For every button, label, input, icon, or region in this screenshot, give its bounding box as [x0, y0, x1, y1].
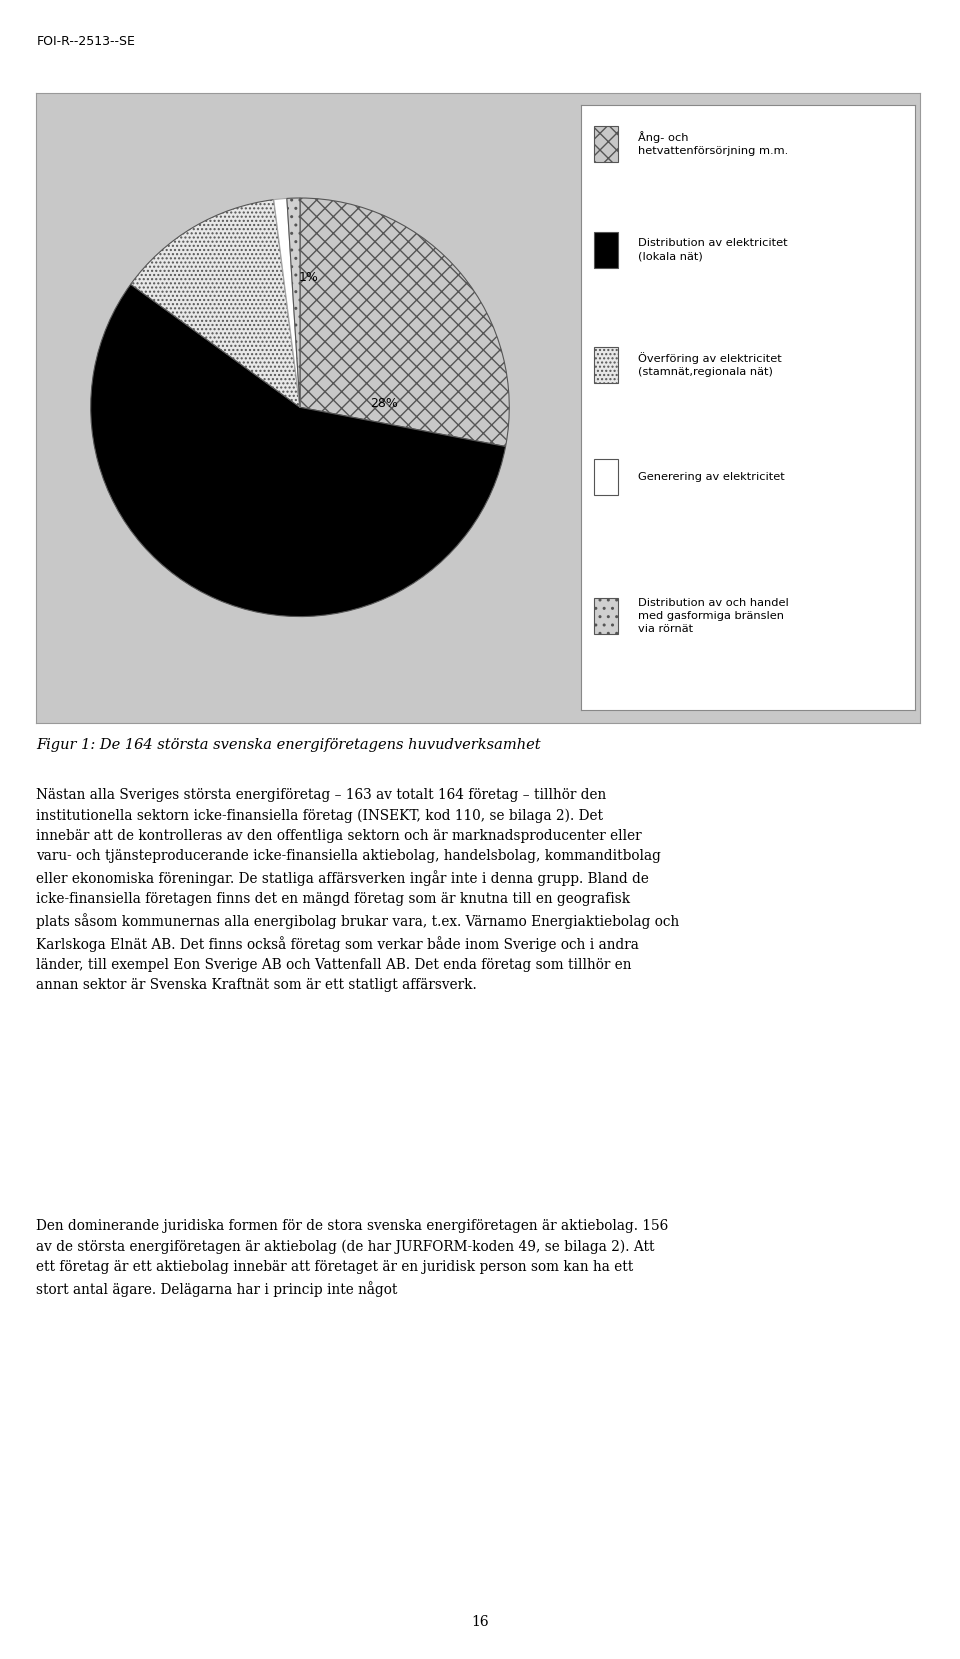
Text: Nästan alla Sveriges största energiföretag – 163 av totalt 164 företag – tillhör: Nästan alla Sveriges största energiföret… — [36, 788, 680, 992]
Wedge shape — [91, 284, 506, 617]
Text: 57%: 57% — [269, 494, 298, 508]
FancyBboxPatch shape — [594, 347, 618, 383]
Text: Överföring av elektricitet
(stamnät,regionala nät): Överföring av elektricitet (stamnät,regi… — [637, 353, 781, 377]
Text: Figur 1: De 164 största svenska energiföretagens huvudverksamhet: Figur 1: De 164 största svenska energifö… — [36, 738, 541, 752]
Wedge shape — [287, 197, 300, 408]
Text: Ång- och
hetvattenförsörjning m.m.: Ång- och hetvattenförsörjning m.m. — [637, 131, 788, 156]
Text: 13%: 13% — [181, 365, 209, 378]
Text: FOI-R--2513--SE: FOI-R--2513--SE — [36, 35, 135, 48]
Wedge shape — [131, 199, 300, 408]
Text: 28%: 28% — [370, 397, 397, 410]
Text: Distribution av och handel
med gasformiga bränslen
via rörnät: Distribution av och handel med gasformig… — [637, 599, 788, 634]
FancyBboxPatch shape — [594, 460, 618, 494]
Wedge shape — [274, 199, 300, 408]
Text: 16: 16 — [471, 1616, 489, 1629]
FancyBboxPatch shape — [594, 597, 618, 634]
Text: Den dominerande juridiska formen för de stora svenska energiföretagen är aktiebo: Den dominerande juridiska formen för de … — [36, 1219, 669, 1297]
FancyBboxPatch shape — [594, 232, 618, 269]
FancyBboxPatch shape — [594, 126, 618, 163]
Text: 1%: 1% — [148, 390, 168, 403]
Text: 1%: 1% — [299, 270, 319, 284]
Wedge shape — [300, 197, 509, 446]
Text: Distribution av elektricitet
(lokala nät): Distribution av elektricitet (lokala nät… — [637, 239, 787, 260]
Text: Generering av elektricitet: Generering av elektricitet — [637, 471, 784, 481]
